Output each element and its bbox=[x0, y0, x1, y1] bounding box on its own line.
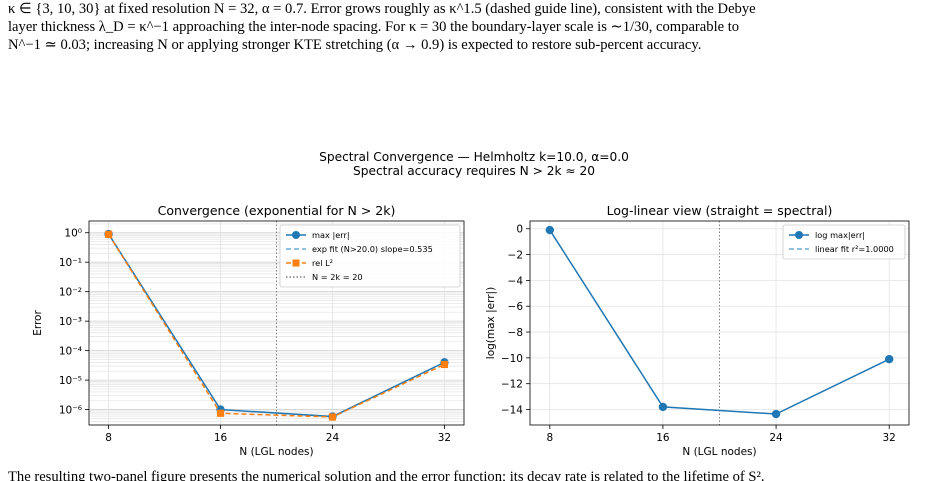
y-tick-label: −12 bbox=[501, 379, 523, 391]
y-axis-label: log(max |err|) bbox=[485, 287, 497, 359]
paragraph-line-3: N^−1 ≃ 0.03; increasing N or applying st… bbox=[8, 37, 702, 53]
data-point bbox=[658, 402, 668, 412]
data-point bbox=[885, 354, 894, 364]
paragraph-line-1: κ ∈ {3, 10, 30} at fixed resolution N = … bbox=[8, 1, 756, 17]
x-tick-label: 24 bbox=[326, 432, 340, 444]
y-tick-label: 10⁻² bbox=[59, 287, 82, 299]
paragraph-line-2: layer thickness λ_D = κ^−1 approaching t… bbox=[8, 19, 740, 35]
legend-marker bbox=[795, 231, 803, 239]
legend-label: N = 2k = 20 bbox=[312, 272, 363, 282]
y-tick-label: 10⁻¹ bbox=[59, 257, 82, 269]
chart-title: Log-linear view (straight = spectral) bbox=[607, 203, 833, 218]
y-tick-label: 10⁻⁶ bbox=[59, 405, 82, 417]
legend-box bbox=[279, 224, 461, 288]
y-tick-label: −2 bbox=[508, 250, 523, 262]
data-point bbox=[771, 409, 781, 419]
figure-subtitle: Spectral accuracy requires N > 2k ≈ 20 bbox=[353, 164, 595, 178]
data-point bbox=[440, 360, 449, 369]
chart-title: Convergence (exponential for N > 2k) bbox=[158, 203, 396, 218]
x-tick-label: 16 bbox=[214, 432, 228, 444]
y-tick-label: −6 bbox=[508, 301, 524, 313]
x-tick-label: 8 bbox=[546, 432, 553, 444]
legend-marker bbox=[292, 231, 300, 239]
x-axis-label: N (LGL nodes) bbox=[239, 446, 313, 458]
legend-label: rel L² bbox=[312, 258, 333, 268]
series-line bbox=[107, 233, 445, 418]
data-point bbox=[216, 409, 225, 417]
y-tick-label: 10⁰ bbox=[64, 228, 82, 240]
y-tick-label: 10⁻⁴ bbox=[59, 346, 82, 358]
y-tick-label: 10⁻³ bbox=[59, 316, 82, 328]
plot-frame bbox=[88, 220, 465, 426]
x-tick-label: 32 bbox=[883, 432, 896, 444]
legend-label: linear fit r²=1.0000 bbox=[815, 244, 894, 254]
bottom-paragraph: The resulting two-panel figure presents … bbox=[8, 469, 765, 481]
data-point bbox=[104, 230, 113, 238]
plot-frame bbox=[529, 220, 910, 426]
y-tick-label: 0 bbox=[516, 224, 523, 236]
x-tick-label: 8 bbox=[105, 432, 112, 444]
x-tick-label: 32 bbox=[438, 432, 451, 444]
legend-box bbox=[782, 224, 906, 260]
body-paragraph: κ ∈ {3, 10, 30} at fixed resolution N = … bbox=[8, 0, 942, 54]
legend-label: exp fit (N>20.0) slope=0.535 bbox=[312, 244, 433, 254]
x-axis-label: N (LGL nodes) bbox=[682, 446, 756, 458]
x-tick-label: 24 bbox=[769, 432, 783, 444]
series-line bbox=[549, 229, 890, 415]
data-point bbox=[545, 225, 554, 235]
x-tick-label: 16 bbox=[656, 432, 670, 444]
y-tick-label: 10⁻⁵ bbox=[59, 375, 82, 387]
data-point bbox=[328, 413, 337, 421]
figure-suptitle: Spectral Convergence — Helmholtz k=10.0,… bbox=[319, 150, 629, 164]
legend-marker bbox=[292, 259, 300, 267]
y-tick-label: −4 bbox=[508, 275, 524, 287]
log-linear-chart: 8 16 24 32 0 −2 −4 −6 −8 −10 −12 −14 Log-linear view… bbox=[485, 203, 910, 458]
y-tick-label: −8 bbox=[508, 327, 523, 339]
y-tick-label: −10 bbox=[501, 353, 523, 365]
y-axis-label: Error bbox=[32, 310, 44, 336]
series-line bbox=[107, 233, 445, 418]
y-tick-label: −14 bbox=[501, 405, 523, 417]
convergence-chart: 8 16 24 32 10⁰ 10⁻¹ 10⁻² 10⁻³ 10⁻⁴ 10⁻⁵ 10⁻⁶ Conver… bbox=[32, 203, 465, 458]
legend-label: log max|err| bbox=[815, 230, 865, 240]
legend-label: max |err| bbox=[312, 230, 350, 240]
